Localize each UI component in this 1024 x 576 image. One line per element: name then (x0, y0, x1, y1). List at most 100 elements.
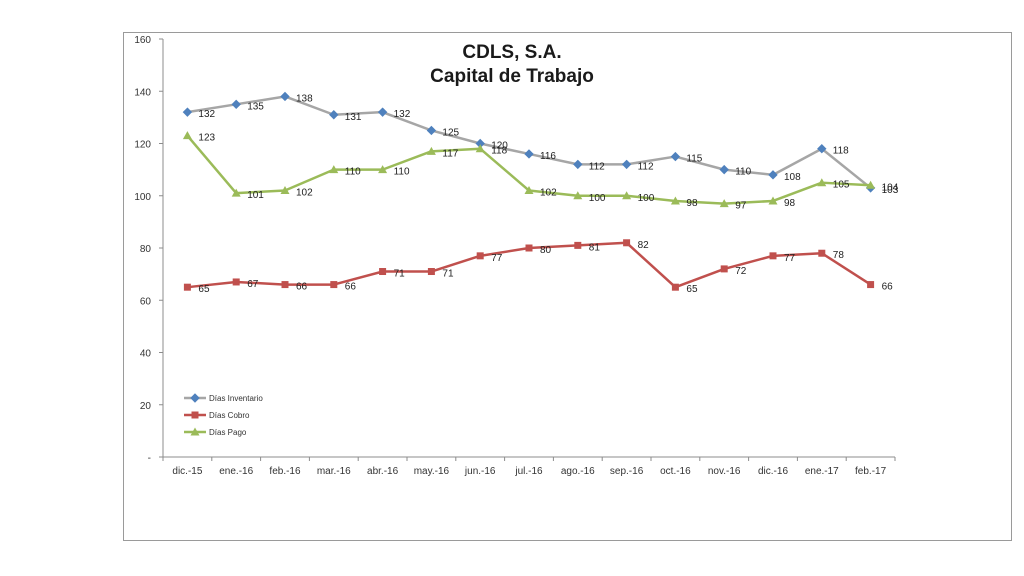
data-label: 115 (686, 154, 702, 165)
data-point (524, 149, 534, 159)
x-tick-label: dic.-16 (758, 466, 788, 477)
data-label: 71 (442, 269, 454, 280)
data-label: 132 (394, 109, 411, 120)
x-tick-label: may.-16 (414, 466, 450, 477)
x-tick-label: nov.-16 (708, 466, 741, 477)
data-label: 77 (491, 253, 503, 264)
data-point (280, 91, 290, 102)
x-tick-label: ene.-17 (805, 466, 839, 477)
x-tick-label: dic.-15 (172, 466, 202, 477)
axes: - 20 40 60 80 100 120 140 160 dic.-15 ene.-16 feb.-… (134, 35, 896, 477)
data-label: 103 (882, 185, 899, 196)
legend-label: Días Inventario (209, 394, 263, 403)
data-point (817, 144, 827, 154)
data-point (719, 164, 729, 175)
data-point (329, 165, 339, 174)
data-point (426, 146, 436, 155)
legend-swatch-marker (190, 427, 200, 436)
data-point (671, 283, 679, 291)
data-point (573, 159, 583, 170)
data-point (622, 191, 632, 200)
data-point (623, 239, 631, 247)
data-point (281, 281, 289, 289)
y-tick-label: 40 (140, 349, 152, 360)
data-label: 110 (735, 167, 751, 178)
data-point (768, 196, 778, 205)
data-label: 117 (442, 148, 458, 159)
legend-label: Días Pago (209, 428, 247, 437)
data-label: 110 (345, 167, 361, 178)
data-point (182, 107, 193, 117)
data-label: 66 (882, 282, 894, 293)
x-tick-label: feb.-16 (269, 466, 301, 477)
data-label: 112 (638, 161, 654, 172)
data-label: 66 (345, 282, 357, 293)
data-point (379, 268, 387, 276)
x-tick-label: sep.-16 (610, 466, 644, 477)
data-point (330, 281, 338, 289)
data-point (670, 196, 680, 205)
data-label: 108 (784, 172, 801, 183)
data-label: 105 (833, 180, 850, 191)
data-point (182, 131, 192, 140)
y-tick-label: 160 (134, 35, 151, 46)
legend-swatch-marker (190, 393, 200, 403)
y-tick-label: - (148, 453, 151, 464)
data-point (329, 110, 339, 120)
data-point (280, 186, 290, 195)
data-point (183, 283, 191, 291)
y-tick-label: 80 (140, 244, 152, 255)
data-point (525, 244, 533, 252)
y-tick-label: 60 (140, 296, 152, 307)
data-label: 81 (589, 242, 601, 253)
data-label: 123 (198, 133, 215, 144)
data-point (573, 191, 583, 200)
data-label: 66 (296, 282, 308, 293)
data-label: 118 (491, 146, 507, 157)
data-label: 131 (345, 112, 362, 123)
y-tick-label: 100 (134, 192, 151, 203)
data-point (769, 252, 777, 260)
data-label: 110 (394, 167, 410, 178)
x-tick-label: ene.-16 (219, 466, 253, 477)
x-tick-label: jun.-16 (464, 466, 496, 477)
data-label: 98 (686, 198, 698, 209)
data-label: 82 (638, 240, 650, 251)
legend: Días Inventario Días Cobro Días Pago (184, 393, 263, 437)
data-point (427, 268, 435, 276)
chart-frame (123, 32, 1012, 541)
data-point (524, 186, 534, 195)
data-label: 112 (589, 161, 605, 172)
data-point (867, 281, 875, 289)
data-label: 135 (247, 101, 264, 112)
series-d-as-cobro: 65 67 66 66 71 71 77 80 81 82 65 72 77 78 66 (183, 239, 894, 295)
data-label: 65 (198, 284, 210, 295)
data-point (574, 241, 582, 249)
x-tick-label: jul.-16 (514, 466, 543, 477)
data-label: 71 (394, 269, 406, 280)
x-tick-label: mar.-16 (317, 466, 351, 477)
data-label: 125 (442, 127, 459, 138)
chart-subtitle: Capital de Trabajo (430, 66, 594, 87)
data-point (817, 178, 827, 187)
x-tick-label: feb.-17 (855, 466, 887, 477)
data-point (231, 188, 241, 197)
chart-title: CDLS, S.A. (462, 42, 562, 63)
data-label: 138 (296, 93, 313, 104)
data-label: 120 (491, 141, 508, 152)
data-point (377, 107, 388, 117)
y-tick-label: 140 (134, 87, 151, 98)
legend-swatch-marker (191, 411, 199, 419)
data-label: 100 (638, 193, 655, 204)
data-point (475, 144, 485, 153)
data-label: 97 (735, 201, 747, 212)
data-label: 80 (540, 245, 552, 256)
data-point (378, 165, 388, 174)
legend-item: Días Pago (184, 427, 247, 437)
series-line (187, 95, 872, 189)
legend-label: Días Cobro (209, 411, 250, 420)
data-label: 102 (296, 188, 313, 199)
data-label: 67 (247, 279, 259, 290)
